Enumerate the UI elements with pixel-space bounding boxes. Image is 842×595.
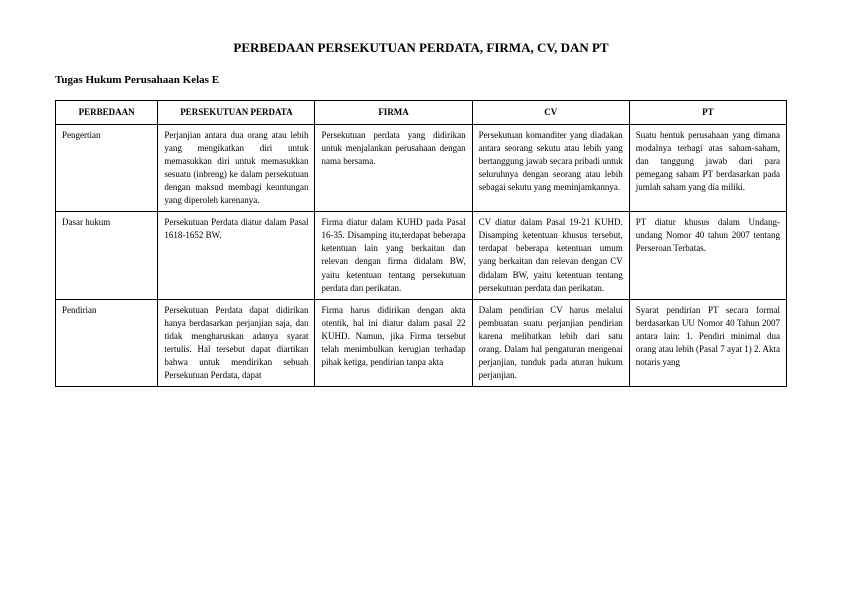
cell: Perjanjian antara dua orang atau lebih y… bbox=[158, 125, 315, 212]
row-label-pendirian: Pendirian bbox=[56, 299, 158, 386]
row-label-pengertian: Pengertian bbox=[56, 125, 158, 212]
cell: Persekutuan perdata yang didirikan untuk… bbox=[315, 125, 472, 212]
cell: Dalam pendirian CV harus melalui pembuat… bbox=[472, 299, 629, 386]
cell: Suatu bentuk perusahaan yang dimana moda… bbox=[629, 125, 786, 212]
cell: Persekutuan Perdata dapat didirikan hany… bbox=[158, 299, 315, 386]
table-header-row: PERBEDAAN PERSEKUTUAN PERDATA FIRMA CV P… bbox=[56, 101, 787, 125]
cell: CV diatur dalam Pasal 19-21 KUHD. Disamp… bbox=[472, 212, 629, 299]
table-row: Pengertian Perjanjian antara dua orang a… bbox=[56, 125, 787, 212]
cell: Persekutuan Perdata diatur dalam Pasal 1… bbox=[158, 212, 315, 299]
page-title: PERBEDAAN PERSEKUTUAN PERDATA, FIRMA, CV… bbox=[55, 40, 787, 56]
cell: Persekutuan komanditer yang diadakan ant… bbox=[472, 125, 629, 212]
col-header-persekutuan: PERSEKUTUAN PERDATA bbox=[158, 101, 315, 125]
cell: Firma diatur dalam KUHD pada Pasal 16-35… bbox=[315, 212, 472, 299]
page-subtitle: Tugas Hukum Perusahaan Kelas E bbox=[55, 74, 787, 86]
row-label-dasar-hukum: Dasar hukum bbox=[56, 212, 158, 299]
cell: Firma harus didirikan dengan akta otenti… bbox=[315, 299, 472, 386]
col-header-perbedaan: PERBEDAAN bbox=[56, 101, 158, 125]
col-header-pt: PT bbox=[629, 101, 786, 125]
table-row: Dasar hukum Persekutuan Perdata diatur d… bbox=[56, 212, 787, 299]
col-header-cv: CV bbox=[472, 101, 629, 125]
comparison-table: PERBEDAAN PERSEKUTUAN PERDATA FIRMA CV P… bbox=[55, 100, 787, 387]
cell: PT diatur khusus dalam Undang-undang Nom… bbox=[629, 212, 786, 299]
cell: Syarat pendirian PT secara formal berdas… bbox=[629, 299, 786, 386]
table-row: Pendirian Persekutuan Perdata dapat didi… bbox=[56, 299, 787, 386]
col-header-firma: FIRMA bbox=[315, 101, 472, 125]
